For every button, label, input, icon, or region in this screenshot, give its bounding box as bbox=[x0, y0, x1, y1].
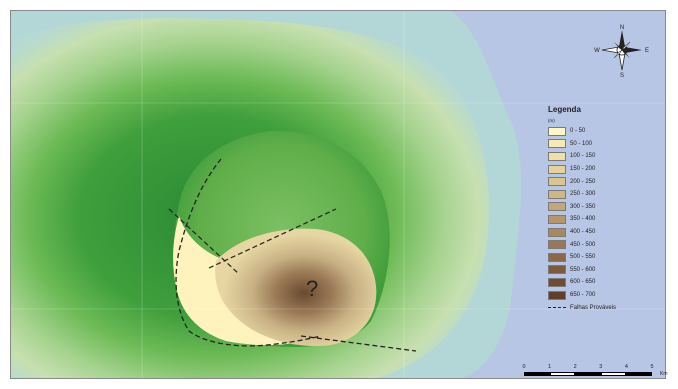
legend-item: 450 - 500 bbox=[548, 238, 660, 251]
legend-label: 100 - 150 bbox=[570, 153, 596, 160]
legend-label: 0 - 50 bbox=[570, 128, 586, 135]
scale-tick-label: 2 bbox=[573, 364, 577, 370]
legend-swatch bbox=[548, 277, 566, 287]
legend-swatch bbox=[548, 252, 566, 262]
compass-e: E bbox=[645, 48, 649, 54]
scale-segment bbox=[575, 372, 601, 376]
legend-swatch bbox=[548, 164, 566, 174]
fault-line-south bbox=[300, 335, 417, 352]
legend-label: 500 - 550 bbox=[570, 254, 596, 261]
unknown-area-marker: ? bbox=[306, 276, 319, 301]
scale-segment bbox=[626, 372, 652, 376]
legend-label: 300 - 350 bbox=[570, 203, 596, 210]
legend-item: 50 - 100 bbox=[548, 138, 660, 151]
relief-map bbox=[11, 11, 665, 378]
legend-item: 350 - 400 bbox=[548, 213, 660, 226]
legend-label: 350 - 400 bbox=[570, 216, 596, 223]
legend-label: 50 - 100 bbox=[570, 140, 593, 147]
legend-swatch bbox=[548, 202, 566, 212]
compass-n: N bbox=[620, 25, 624, 31]
fault-dash-icon bbox=[548, 307, 566, 309]
legend-label: 400 - 450 bbox=[570, 229, 596, 236]
legend-item: 600 - 650 bbox=[548, 276, 660, 289]
legend-swatch bbox=[548, 189, 566, 199]
map-frame bbox=[10, 10, 666, 379]
scale-segment bbox=[549, 372, 576, 376]
legend-title: Legenda bbox=[548, 105, 581, 114]
central-hill bbox=[215, 228, 377, 347]
legend-swatch bbox=[548, 139, 566, 149]
legend-label: 150 - 200 bbox=[570, 166, 596, 173]
legend-label: 600 - 650 bbox=[570, 279, 596, 286]
map-legend: Legenda (m) 0 - 50 50 - 100 100 - 150 150 -… bbox=[548, 105, 660, 314]
legend-label: 650 - 700 bbox=[570, 292, 596, 299]
legend-swatch bbox=[548, 227, 566, 237]
compass-rose-icon: N S W E bbox=[594, 25, 649, 79]
legend-swatch bbox=[548, 126, 566, 136]
north-arrow: N S W E bbox=[594, 22, 650, 79]
scale-tick-label: 5 bbox=[650, 364, 654, 370]
scale-segment bbox=[600, 372, 627, 376]
legend-item: 550 - 600 bbox=[548, 264, 660, 277]
legend-swatch bbox=[548, 240, 566, 250]
legend-item: 200 - 250 bbox=[548, 175, 660, 188]
legend-label: 550 - 600 bbox=[570, 266, 596, 273]
compass-s: S bbox=[620, 73, 624, 78]
legend-item: 500 - 550 bbox=[548, 251, 660, 264]
legend-unit: (m) bbox=[548, 118, 555, 123]
legend-item: 650 - 700 bbox=[548, 289, 660, 302]
legend-label: 250 - 300 bbox=[570, 191, 596, 198]
scale-tick-label: 0 bbox=[522, 364, 526, 370]
scale-tick-label: 4 bbox=[624, 364, 628, 370]
scale-tick-label: 1 bbox=[548, 364, 552, 370]
legend-item-fault: Falhas Prováveis bbox=[548, 301, 660, 314]
legend-item: 250 - 300 bbox=[548, 188, 660, 201]
legend-label: 200 - 250 bbox=[570, 178, 596, 185]
legend-items: 0 - 50 50 - 100 100 - 150 150 - 200 200 - 25… bbox=[548, 125, 660, 301]
scale-tick-label: 3 bbox=[599, 364, 603, 370]
legend-item: 100 - 150 bbox=[548, 150, 660, 163]
legend-label: 450 - 500 bbox=[570, 241, 596, 248]
compass-w: W bbox=[594, 48, 600, 54]
scale-bar: Km 0 1 2 3 4 5 bbox=[518, 364, 668, 384]
legend-swatch bbox=[548, 214, 566, 224]
legend-swatch bbox=[548, 265, 566, 275]
legend-item: 0 - 50 bbox=[548, 125, 660, 138]
scale-unit: Km bbox=[660, 371, 668, 377]
legend-item: 300 - 350 bbox=[548, 201, 660, 214]
legend-swatch bbox=[548, 177, 566, 187]
fault-line-diagonal-ne bbox=[208, 208, 337, 269]
legend-swatch bbox=[548, 151, 566, 161]
legend-item: 150 - 200 bbox=[548, 163, 660, 176]
legend-item: 400 - 450 bbox=[548, 226, 660, 239]
legend-swatch bbox=[548, 290, 566, 300]
legend-fault-label: Falhas Prováveis bbox=[570, 304, 617, 311]
scale-segment bbox=[524, 372, 550, 376]
fault-line-west bbox=[175, 158, 322, 347]
